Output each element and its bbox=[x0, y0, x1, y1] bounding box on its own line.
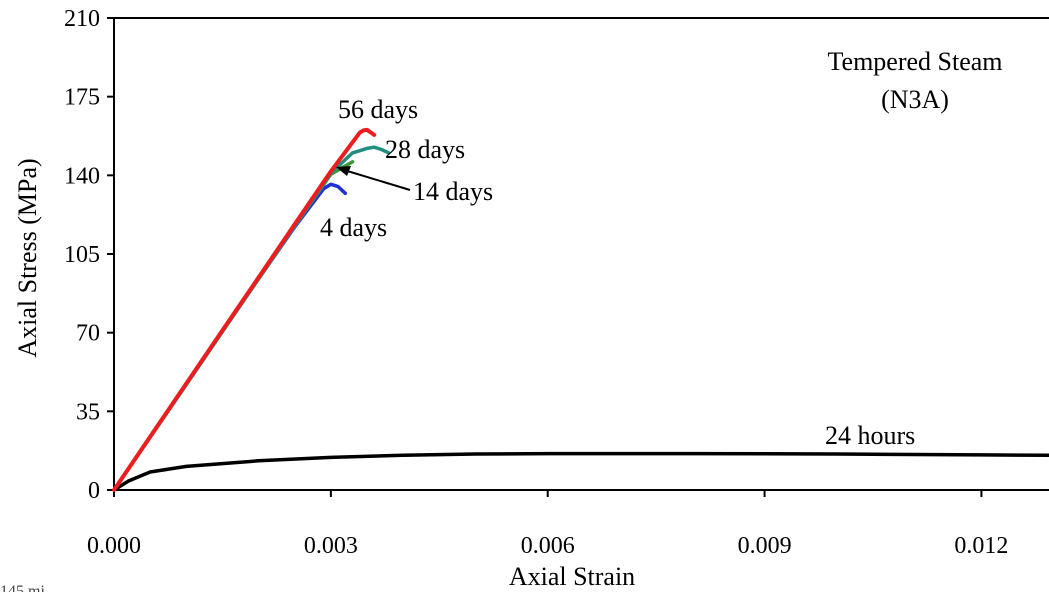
x-axis-title: Axial Strain bbox=[509, 562, 635, 591]
x-tick-label: 0.009 bbox=[738, 533, 792, 559]
y-tick-label: 105 bbox=[64, 242, 100, 268]
chart-subtitle: (N3A) bbox=[881, 85, 949, 114]
x-tick-label: 0.000 bbox=[87, 533, 141, 559]
annotation-14-days: 14 days bbox=[413, 177, 493, 206]
annotation-24-hours: 24 hours bbox=[825, 421, 915, 450]
x-tick-label: 0.003 bbox=[304, 533, 358, 559]
y-tick-label: 35 bbox=[76, 399, 100, 425]
arrow-14-days-line bbox=[343, 169, 411, 191]
series-line-28-days bbox=[112, 145, 391, 492]
series-line-56-days bbox=[112, 127, 377, 492]
y-tick-label: 0 bbox=[88, 478, 100, 504]
cut-off-footer-text: 145 mi bbox=[0, 583, 45, 592]
x-tick-label: 0.012 bbox=[954, 533, 1008, 559]
y-axis-title: Axial Stress (MPa) bbox=[13, 158, 42, 357]
series-line-4-days bbox=[112, 182, 348, 492]
y-tick-label: 70 bbox=[76, 321, 100, 347]
y-tick-label: 140 bbox=[64, 163, 100, 189]
chart-title: Tempered Steam bbox=[827, 47, 1002, 76]
arrow-14-days-head bbox=[336, 166, 351, 176]
y-tick-label: 210 bbox=[64, 6, 100, 32]
annotation-4-days: 4 days bbox=[320, 213, 387, 242]
x-tick-label: 0.006 bbox=[521, 533, 575, 559]
series-line-24-hours bbox=[112, 451, 1049, 492]
annotation-28-days: 28 days bbox=[385, 135, 465, 164]
annotation-56-days: 56 days bbox=[338, 95, 418, 124]
y-tick-label: 175 bbox=[64, 85, 100, 111]
